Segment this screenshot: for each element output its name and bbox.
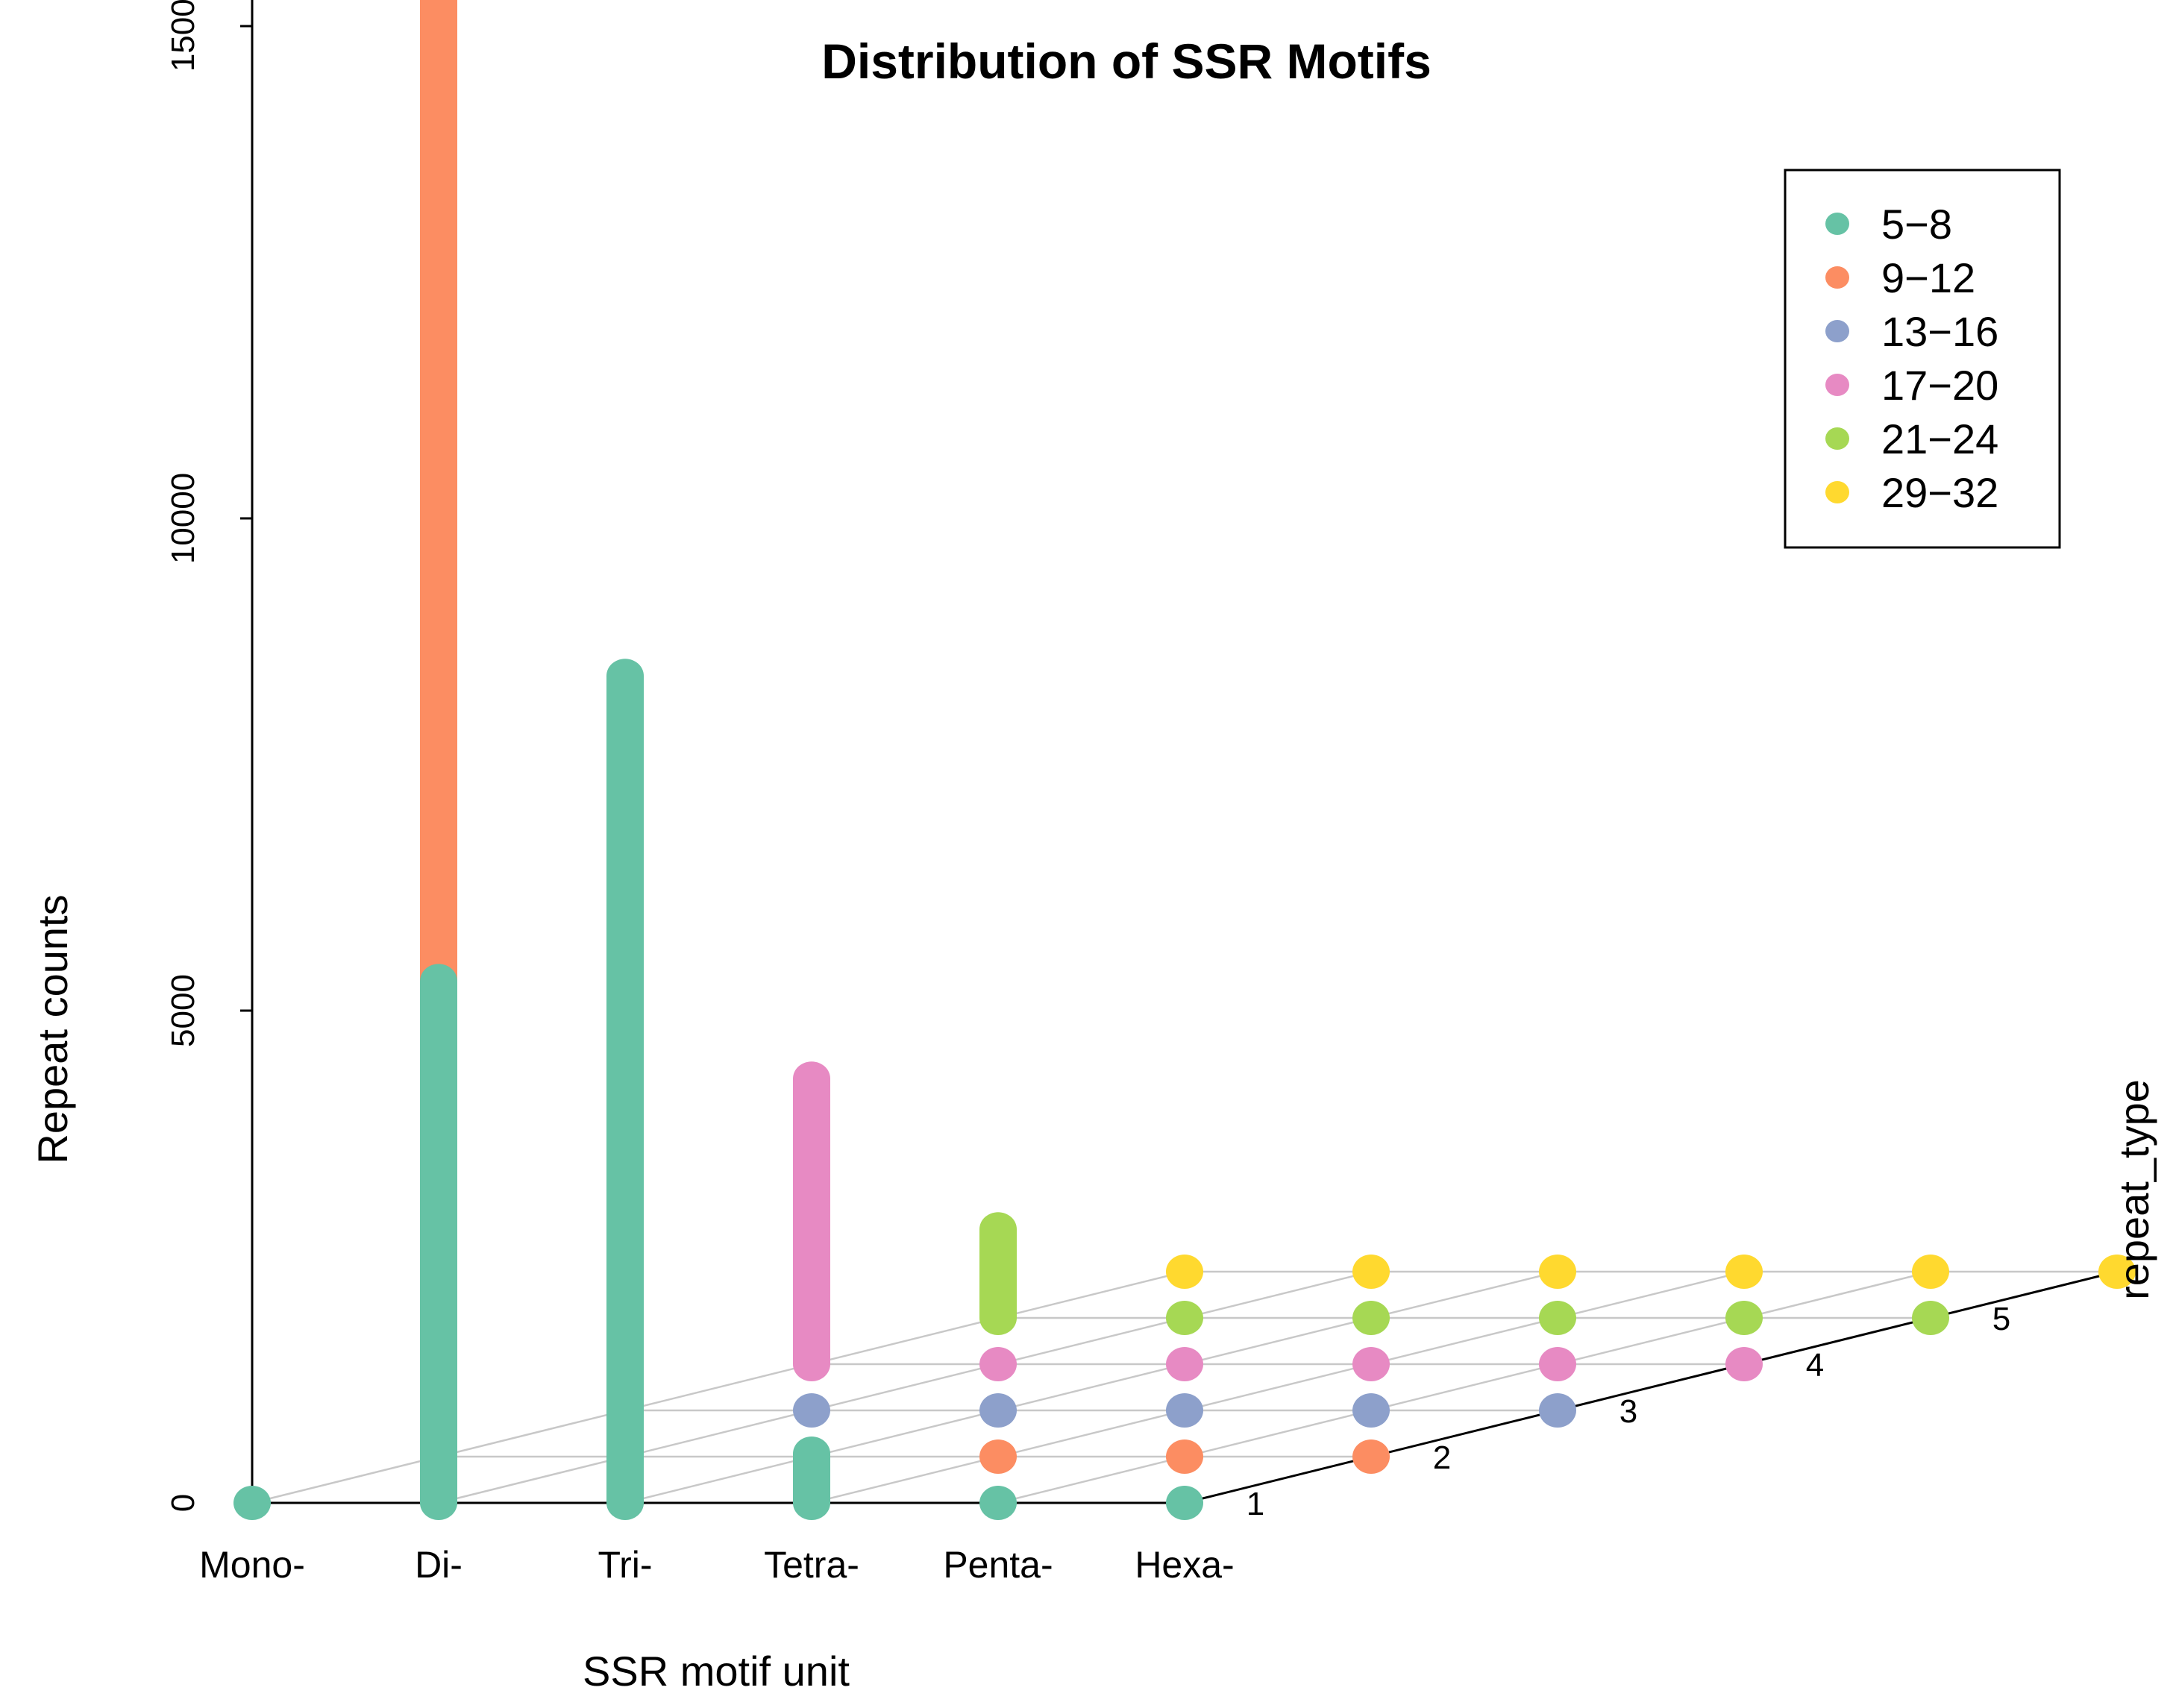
legend-marker	[1825, 213, 1849, 235]
point	[1725, 1347, 1763, 1381]
z-tick-label: 0	[165, 1494, 201, 1512]
y-axis-title: repeat_type	[2110, 1079, 2157, 1300]
grid-line-category	[997, 1270, 1931, 1504]
point	[1352, 1255, 1390, 1289]
category-labels: Mono- Di- Tri- Tetra- Penta- Hexa-	[199, 1544, 1235, 1586]
grid-line-category	[811, 1270, 1745, 1504]
point	[1912, 1301, 1949, 1335]
point	[1539, 1301, 1576, 1335]
point	[1166, 1301, 1203, 1335]
legend-label: 17−20	[1881, 362, 1998, 409]
category-label: Di-	[415, 1544, 462, 1586]
bar	[420, 964, 457, 1520]
z-tick-label: 5000	[165, 974, 201, 1047]
legend-marker	[1825, 427, 1849, 450]
depth-label: 1	[1247, 1486, 1264, 1522]
bar	[793, 1061, 830, 1381]
legend-label: 13−16	[1881, 308, 1998, 355]
z-axis-title: Repeat counts	[29, 894, 76, 1164]
legend-label: 29−32	[1881, 469, 1998, 516]
legend-label: 9−12	[1881, 254, 1975, 301]
point	[1166, 1486, 1203, 1520]
point	[1352, 1301, 1390, 1335]
z-tick-label: 10000	[165, 473, 201, 564]
bar	[793, 1437, 830, 1520]
chart-title: Distribution of SSR Motifs	[821, 34, 1432, 89]
floor-grid	[251, 1270, 2118, 1504]
grid-line-category	[251, 1270, 1185, 1504]
point	[793, 1393, 830, 1428]
legend: 5−8 9−12 13−16 17−20 21−24 29−32	[1784, 169, 2061, 549]
point	[1166, 1255, 1203, 1289]
category-label: Penta-	[943, 1544, 1053, 1586]
depth-label: 5	[1992, 1301, 2010, 1337]
grid-line-category	[438, 1270, 1372, 1504]
category-label: Tetra-	[764, 1544, 859, 1586]
grid-line-category	[624, 1270, 1558, 1504]
point	[1352, 1439, 1390, 1474]
legend-marker	[1825, 374, 1849, 396]
legend-marker	[1825, 266, 1849, 289]
legend-marker	[1825, 320, 1849, 342]
category-label: Mono-	[199, 1544, 305, 1586]
point	[1725, 1255, 1763, 1289]
point	[1912, 1255, 1949, 1289]
bar	[979, 1212, 1017, 1335]
point	[1352, 1393, 1390, 1428]
z-tick-label: 15000	[165, 0, 201, 72]
point	[1539, 1255, 1576, 1289]
point	[1352, 1347, 1390, 1381]
point	[233, 1486, 271, 1520]
depth-label: 3	[1619, 1393, 1637, 1430]
depth-axis-line	[1184, 1270, 2118, 1504]
point	[1166, 1393, 1203, 1428]
category-label: Tri-	[598, 1544, 652, 1586]
point	[1166, 1439, 1203, 1474]
legend-label: 21−24	[1881, 415, 1998, 462]
data-marks	[233, 0, 2136, 1521]
legend-marker	[1825, 481, 1849, 503]
point	[1725, 1301, 1763, 1335]
point	[979, 1393, 1017, 1428]
depth-labels: 123456	[1247, 1301, 2010, 1522]
point	[1166, 1347, 1203, 1381]
legend-label: 5−8	[1881, 201, 1952, 248]
bar	[606, 659, 644, 1521]
category-label: Hexa-	[1135, 1544, 1234, 1586]
point	[2098, 1255, 2136, 1289]
point	[979, 1439, 1017, 1474]
point	[979, 1486, 1017, 1520]
z-axis: 05000100001500020000	[165, 0, 254, 1512]
depth-label: 2	[1433, 1439, 1451, 1476]
point	[1539, 1347, 1576, 1381]
point	[1539, 1393, 1576, 1428]
depth-label: 4	[1806, 1347, 1824, 1384]
point	[979, 1347, 1017, 1381]
x-axis-title: SSR motif unit	[583, 1648, 850, 1695]
